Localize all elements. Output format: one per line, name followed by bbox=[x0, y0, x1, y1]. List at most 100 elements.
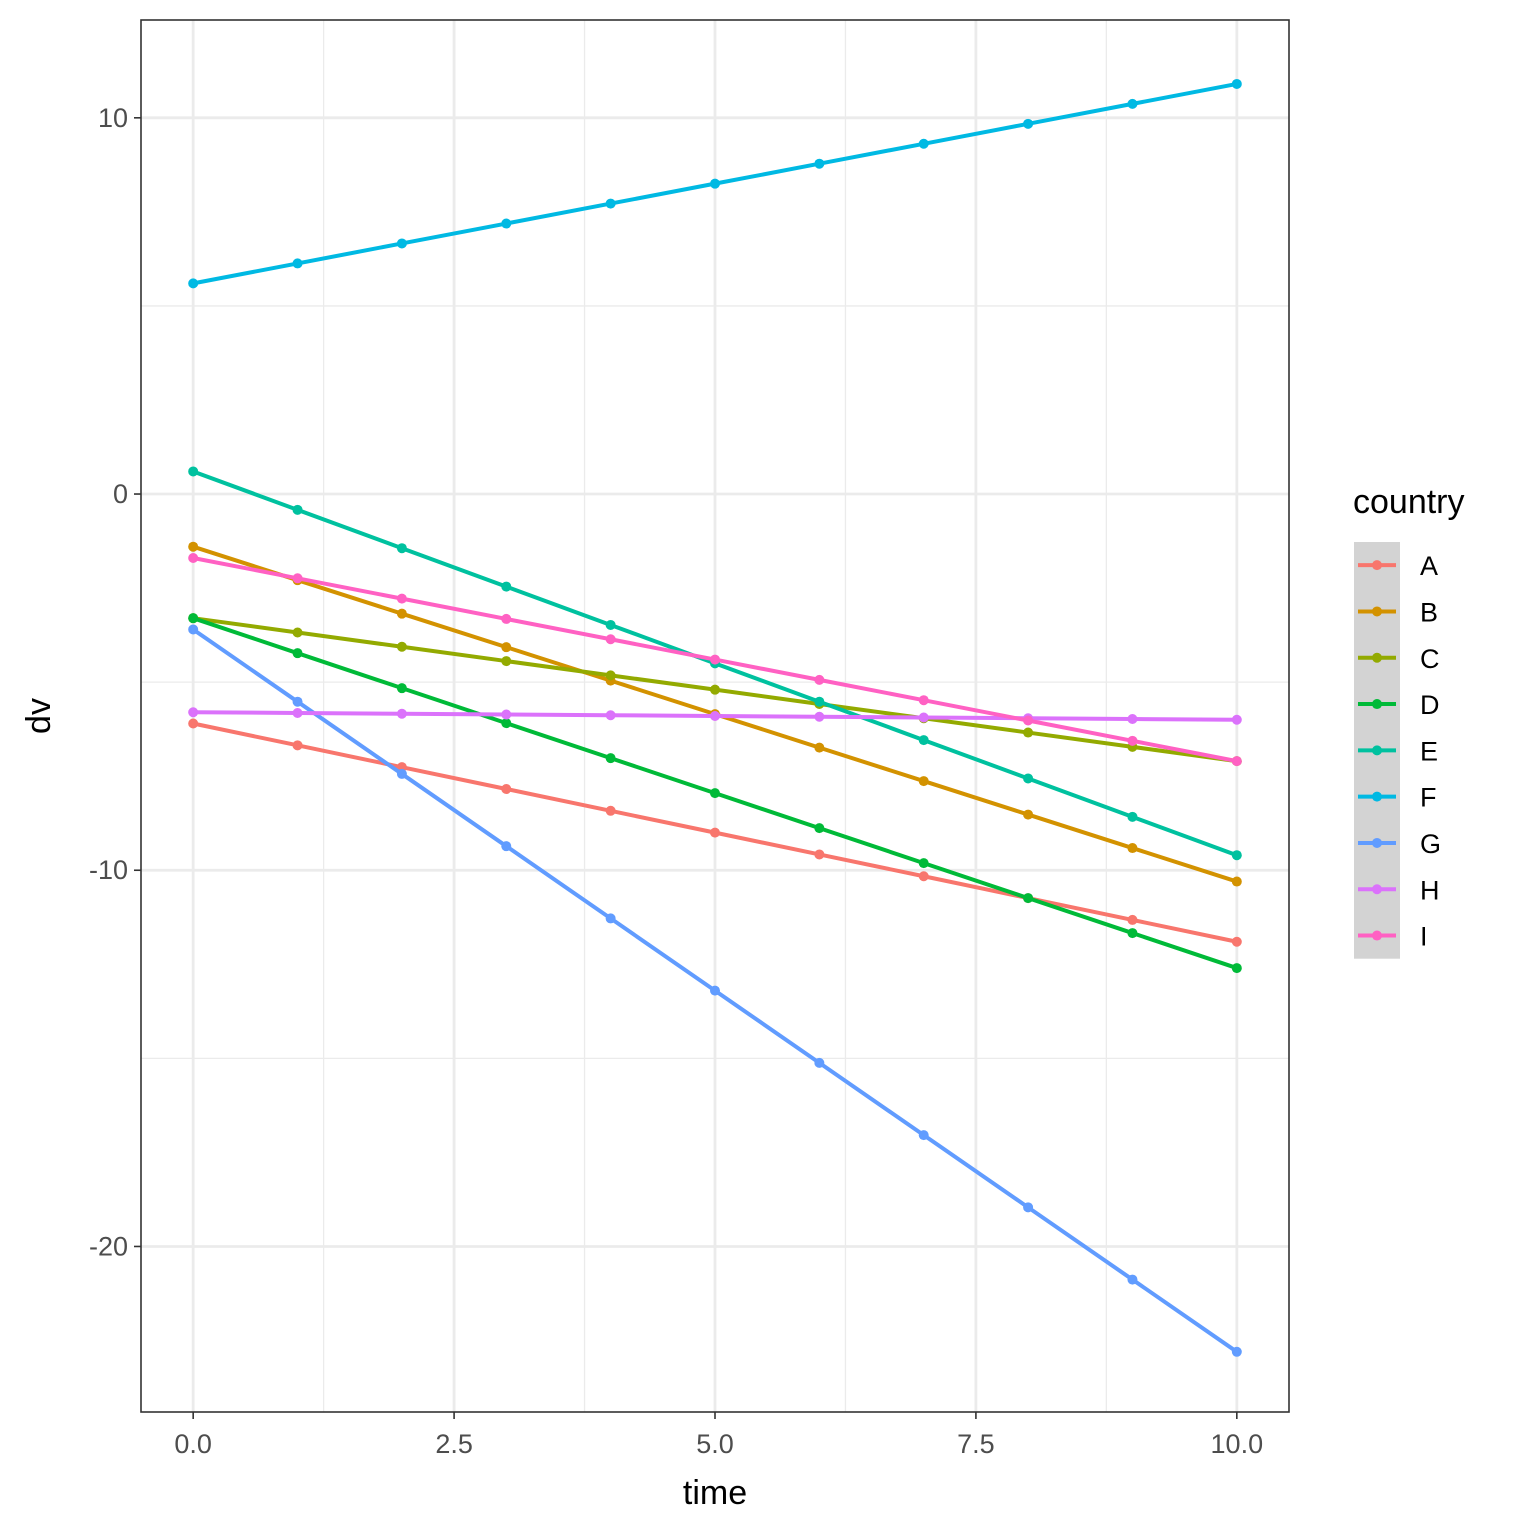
data-point-A bbox=[918, 871, 929, 882]
data-point-A bbox=[1231, 936, 1242, 947]
data-point-B bbox=[501, 642, 512, 653]
data-point-H bbox=[396, 708, 407, 719]
data-point-D bbox=[710, 788, 720, 799]
legend-key-point bbox=[1372, 884, 1382, 895]
legend-label: H bbox=[1420, 875, 1440, 905]
data-point-I bbox=[1127, 735, 1138, 746]
data-point-E bbox=[1023, 773, 1034, 784]
data-point-H bbox=[1231, 714, 1242, 725]
data-point-D bbox=[605, 753, 616, 764]
y-tick-label: 10 bbox=[98, 103, 128, 133]
data-point-E bbox=[501, 581, 512, 592]
legend-key-point bbox=[1372, 560, 1382, 571]
data-point-F bbox=[918, 138, 929, 149]
data-point-F bbox=[396, 238, 407, 249]
data-point-F bbox=[1231, 78, 1242, 89]
data-point-A bbox=[710, 827, 720, 838]
data-point-E bbox=[292, 504, 303, 515]
data-point-F bbox=[188, 278, 199, 289]
y-axis: -20 -10 0 10 bbox=[89, 103, 141, 1261]
legend-key-point bbox=[1372, 699, 1382, 710]
x-tick-label: 2.5 bbox=[435, 1429, 473, 1459]
data-point-D bbox=[1127, 928, 1138, 939]
y-tick-label: -10 bbox=[89, 855, 128, 885]
legend-item-D: D bbox=[1358, 690, 1440, 720]
data-point-C bbox=[605, 670, 616, 681]
data-point-D bbox=[501, 718, 512, 729]
data-point-D bbox=[1231, 963, 1242, 974]
data-point-H bbox=[814, 711, 825, 722]
data-point-E bbox=[1127, 811, 1138, 822]
legend-key-point bbox=[1372, 791, 1382, 802]
x-tick-label: 0.0 bbox=[174, 1429, 212, 1459]
legend-item-F: F bbox=[1358, 783, 1437, 813]
legend-label: I bbox=[1420, 922, 1428, 952]
data-point-B bbox=[188, 541, 199, 552]
series-H bbox=[188, 707, 1242, 725]
data-point-F bbox=[814, 158, 825, 169]
data-point-F bbox=[501, 218, 512, 229]
data-point-D bbox=[918, 858, 929, 869]
data-point-A bbox=[188, 718, 199, 729]
legend-key-point bbox=[1372, 745, 1382, 756]
data-point-B bbox=[918, 776, 929, 787]
data-point-I bbox=[814, 674, 825, 685]
data-point-F bbox=[1127, 98, 1138, 109]
legend-item-A: A bbox=[1358, 551, 1438, 581]
legend-label: D bbox=[1420, 690, 1440, 720]
legend-item-B: B bbox=[1358, 597, 1438, 627]
data-point-D bbox=[188, 613, 199, 624]
legend-key-point bbox=[1372, 606, 1382, 617]
x-tick-label: 7.5 bbox=[957, 1429, 995, 1459]
data-point-H bbox=[188, 707, 199, 718]
data-point-G bbox=[710, 985, 720, 996]
legend-label: B bbox=[1420, 597, 1438, 627]
data-point-I bbox=[1231, 756, 1242, 767]
data-point-A bbox=[605, 805, 616, 816]
data-point-I bbox=[605, 634, 616, 645]
data-point-C bbox=[1023, 727, 1034, 738]
data-point-E bbox=[396, 543, 407, 554]
legend-label: F bbox=[1420, 783, 1437, 813]
series-F bbox=[188, 78, 1242, 289]
legend-item-I: I bbox=[1358, 922, 1428, 952]
legend-item-G: G bbox=[1358, 829, 1441, 859]
data-point-C bbox=[292, 627, 303, 638]
data-point-I bbox=[292, 573, 303, 584]
data-point-G bbox=[188, 624, 199, 635]
series-layer bbox=[188, 78, 1242, 1357]
data-point-I bbox=[396, 593, 407, 604]
data-point-G bbox=[501, 841, 512, 852]
data-point-E bbox=[1231, 850, 1242, 861]
data-point-E bbox=[605, 619, 616, 630]
x-axis-title: time bbox=[683, 1474, 747, 1512]
data-point-G bbox=[292, 696, 303, 707]
y-axis-title: dv bbox=[20, 698, 58, 734]
series-I bbox=[188, 552, 1242, 767]
data-point-A bbox=[292, 740, 303, 751]
x-tick-label: 10.0 bbox=[1211, 1429, 1264, 1459]
data-point-B bbox=[1231, 876, 1242, 887]
data-point-A bbox=[501, 783, 512, 794]
y-tick-label: 0 bbox=[113, 479, 128, 509]
data-point-H bbox=[605, 710, 616, 721]
data-point-C bbox=[710, 684, 720, 695]
data-point-B bbox=[1127, 843, 1138, 854]
data-point-I bbox=[188, 552, 199, 563]
legend-key-point bbox=[1372, 930, 1382, 941]
data-point-I bbox=[1023, 715, 1034, 726]
data-point-B bbox=[396, 608, 407, 619]
data-point-I bbox=[710, 654, 720, 665]
legend-item-E: E bbox=[1358, 736, 1438, 766]
data-point-F bbox=[605, 198, 616, 209]
data-point-F bbox=[710, 178, 720, 189]
data-point-B bbox=[814, 742, 825, 753]
data-point-H bbox=[918, 712, 929, 723]
data-point-F bbox=[1023, 118, 1034, 129]
legend-key-point bbox=[1372, 837, 1382, 848]
data-point-F bbox=[292, 258, 303, 269]
data-point-D bbox=[1023, 893, 1034, 904]
data-point-D bbox=[814, 823, 825, 834]
